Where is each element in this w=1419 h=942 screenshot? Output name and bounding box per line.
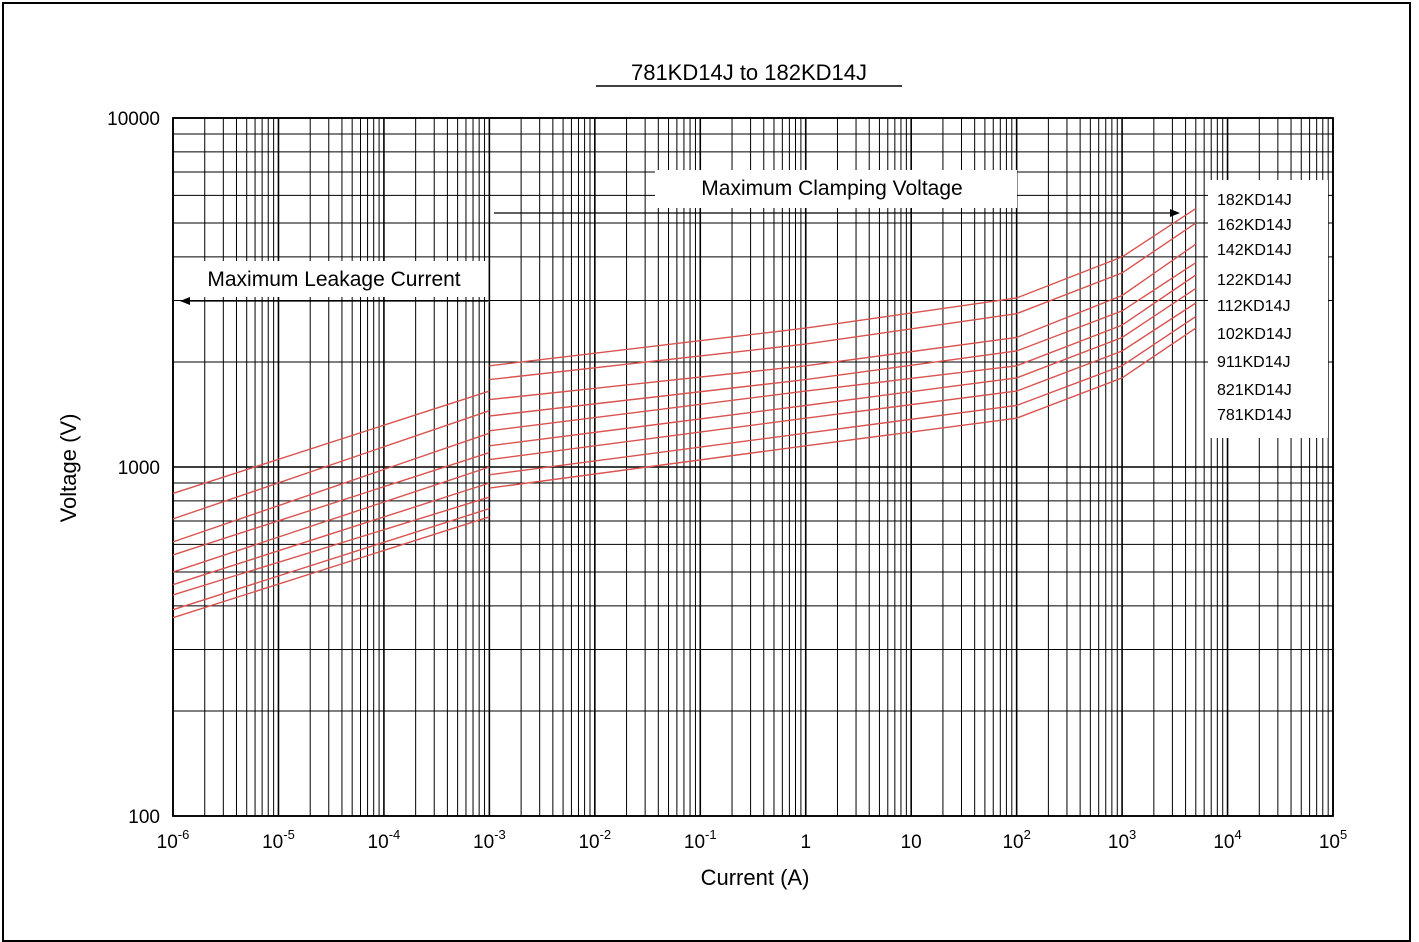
- legend: 182KD14J 162KD14J 142KD14J 122KD14J 112KD14J…: [1217, 192, 1292, 424]
- leakage-box: [180, 261, 488, 297]
- legend-entry: 911KD14J: [1217, 354, 1291, 371]
- x-axis-label: Current (A): [701, 865, 810, 890]
- plot-area-border: [172, 117, 1334, 817]
- series-clamping-line-781KD14J: [489, 327, 1197, 489]
- x-tick-label: 10: [901, 832, 922, 853]
- series-clamping-line-112KD14J: [489, 274, 1197, 432]
- x-tick-label: 10-3: [473, 827, 506, 853]
- leakage-arrowhead: [180, 297, 190, 305]
- series-clamping-line-102KD14J: [489, 287, 1197, 447]
- y-tick-labels: 10000 1000 100: [107, 109, 160, 828]
- series-clamping-line-122KD14J: [489, 262, 1197, 417]
- series-leakage-line-122KD14J: [172, 451, 490, 556]
- chart-title: 781KD14J to 182KD14J: [631, 60, 867, 85]
- legend-entry: 162KD14J: [1217, 217, 1292, 234]
- clamping-box: [655, 170, 1017, 208]
- clamping-annotation: Maximum Clamping Voltage: [494, 170, 1180, 217]
- legend-entry: 112KD14J: [1217, 298, 1291, 315]
- legend-entry: 142KD14J: [1217, 242, 1292, 259]
- leakage-label: Maximum Leakage Current: [207, 268, 460, 291]
- series-clamping-line-162KD14J: [489, 222, 1197, 381]
- legend-entry: 122KD14J: [1217, 272, 1292, 289]
- legend-entry: 821KD14J: [1217, 382, 1292, 399]
- series-clamping-line-911KD14J: [489, 302, 1197, 461]
- x-tick-label: 10-2: [578, 827, 611, 853]
- x-tick-label: 10-5: [262, 827, 295, 853]
- legend-box: [1208, 180, 1328, 438]
- series-leakage-line-781KD14J: [172, 516, 490, 619]
- legend-entry: 182KD14J: [1217, 192, 1292, 209]
- x-tick-label: 10-6: [157, 827, 190, 853]
- series-clamping-line-182KD14J: [489, 208, 1197, 367]
- legend-entry: 781KD14J: [1217, 407, 1292, 424]
- series-leakage-line-142KD14J: [172, 432, 490, 543]
- series-clamping-line-821KD14J: [489, 315, 1197, 476]
- y-tick-label: 1000: [118, 458, 160, 479]
- x-tick-label: 10-4: [368, 827, 401, 853]
- x-tick-label: 1: [800, 832, 811, 853]
- y-tick-label: 100: [128, 807, 160, 828]
- clamping-label: Maximum Clamping Voltage: [701, 177, 962, 200]
- grid: [172, 117, 1334, 817]
- curves: [172, 208, 1197, 619]
- series-leakage-line-102KD14J: [172, 482, 490, 586]
- series-leakage-line-821KD14J: [172, 507, 490, 611]
- legend-entry: 102KD14J: [1217, 326, 1292, 343]
- x-tick-label: 102: [1002, 827, 1030, 853]
- y-tick-label: 10000: [107, 109, 160, 130]
- series-leakage-line-182KD14J: [172, 390, 490, 495]
- x-tick-label: 103: [1108, 827, 1136, 853]
- x-tick-label: 10-1: [684, 827, 717, 853]
- series-clamping-line-142KD14J: [489, 243, 1197, 401]
- clamping-arrowhead: [1170, 209, 1180, 217]
- x-tick-label: 104: [1213, 827, 1241, 853]
- series-leakage-line-911KD14J: [172, 496, 490, 596]
- leakage-annotation: Maximum Leakage Current: [180, 261, 488, 305]
- x-tick-label: 105: [1319, 827, 1347, 853]
- series-leakage-line-162KD14J: [172, 410, 490, 520]
- y-axis-label: Voltage (V): [56, 414, 81, 523]
- series-leakage-line-112KD14J: [172, 466, 490, 573]
- x-tick-labels: 10-6 10-5 10-4 10-3 10-2 10-1 1 10 102 103 104 105: [157, 827, 1348, 853]
